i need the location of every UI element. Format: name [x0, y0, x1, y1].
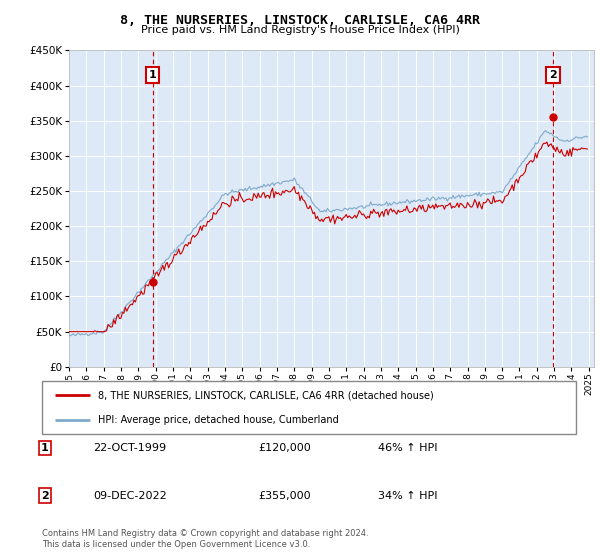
Text: 46% ↑ HPI: 46% ↑ HPI: [378, 443, 437, 453]
Text: 22-OCT-1999: 22-OCT-1999: [93, 443, 166, 453]
FancyBboxPatch shape: [42, 381, 576, 434]
Text: 8, THE NURSERIES, LINSTOCK, CARLISLE, CA6 4RR (detached house): 8, THE NURSERIES, LINSTOCK, CARLISLE, CA…: [98, 390, 434, 400]
Text: £120,000: £120,000: [258, 443, 311, 453]
Text: £355,000: £355,000: [258, 491, 311, 501]
Text: Contains HM Land Registry data © Crown copyright and database right 2024.
This d: Contains HM Land Registry data © Crown c…: [42, 529, 368, 549]
Text: 2: 2: [41, 491, 49, 501]
Text: 1: 1: [149, 70, 157, 80]
Text: 34% ↑ HPI: 34% ↑ HPI: [378, 491, 437, 501]
Text: 09-DEC-2022: 09-DEC-2022: [93, 491, 167, 501]
Text: HPI: Average price, detached house, Cumberland: HPI: Average price, detached house, Cumb…: [98, 414, 339, 424]
Text: 1: 1: [41, 443, 49, 453]
Text: 8, THE NURSERIES, LINSTOCK, CARLISLE, CA6 4RR: 8, THE NURSERIES, LINSTOCK, CARLISLE, CA…: [120, 14, 480, 27]
Text: 2: 2: [549, 70, 557, 80]
Text: Price paid vs. HM Land Registry's House Price Index (HPI): Price paid vs. HM Land Registry's House …: [140, 25, 460, 35]
